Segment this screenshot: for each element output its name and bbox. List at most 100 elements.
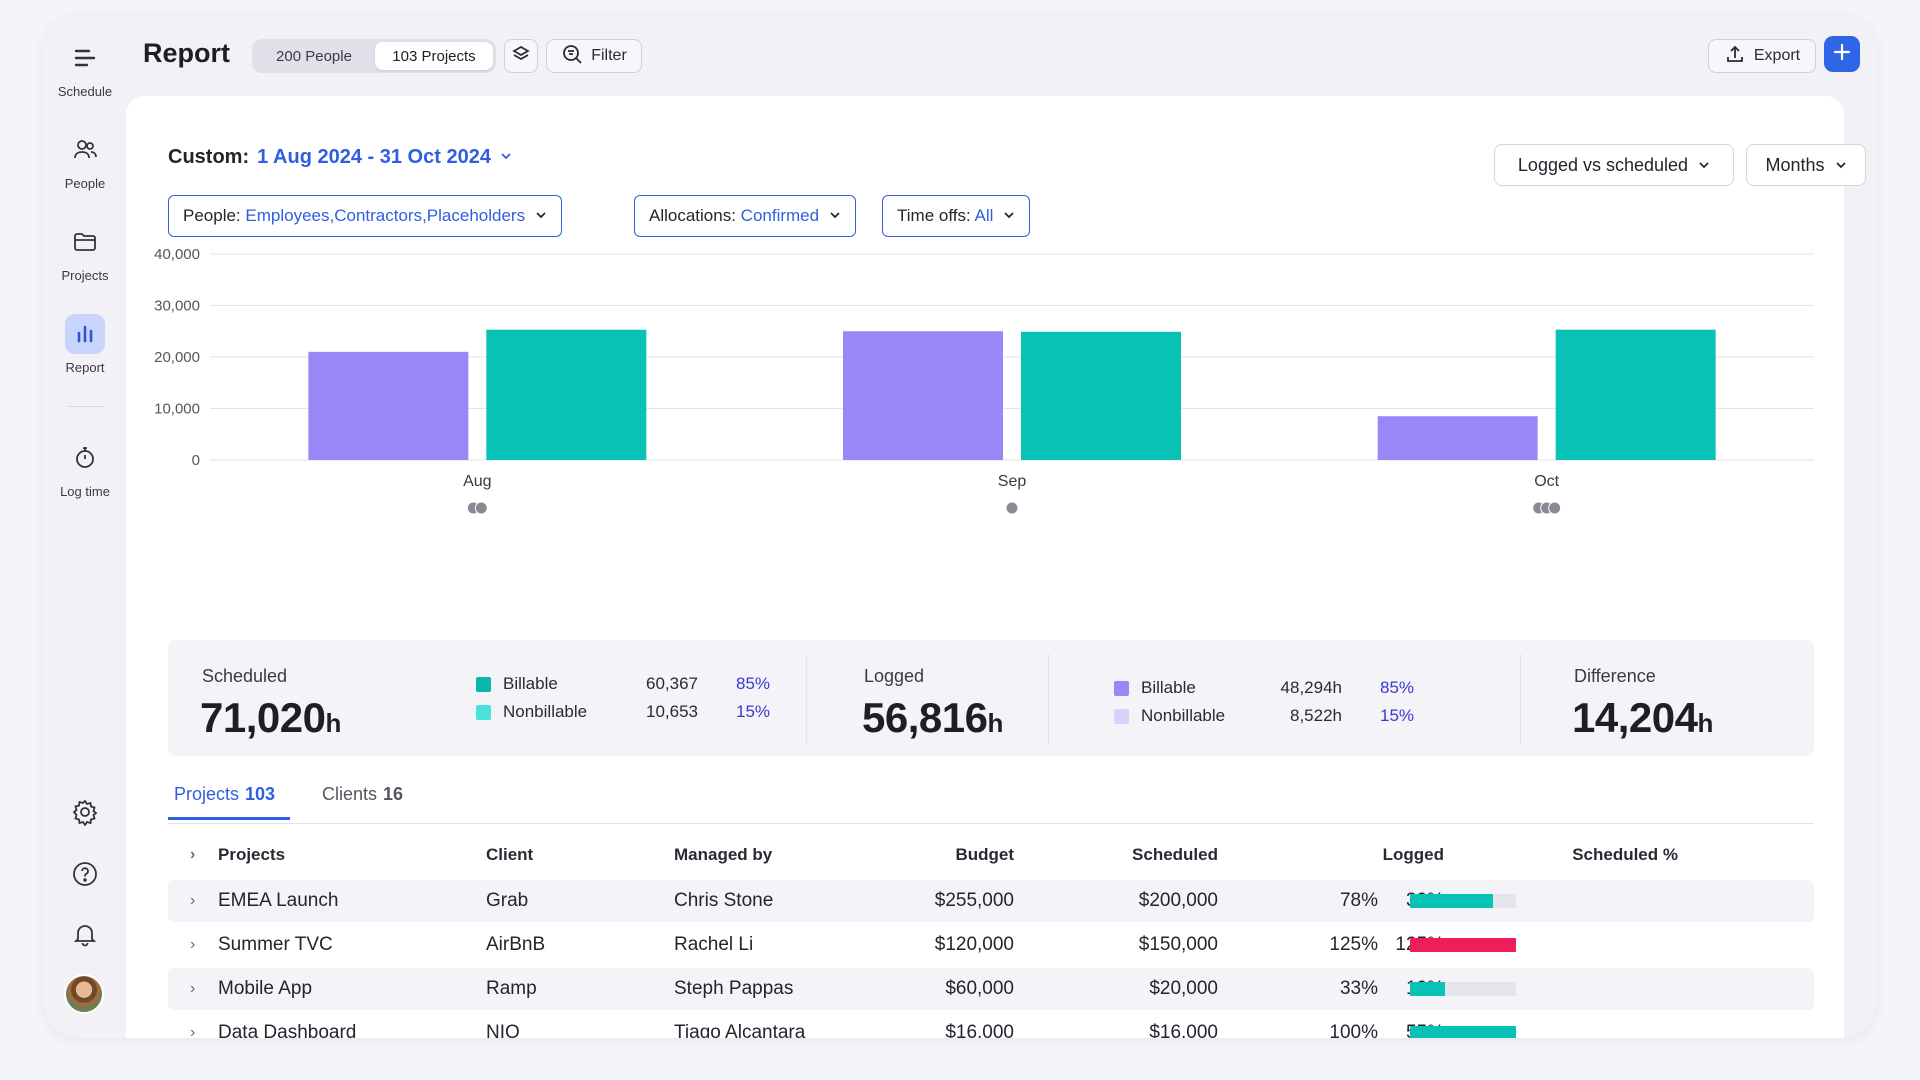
col-scheduled-pct[interactable]: Scheduled %	[1572, 845, 1678, 864]
export-button[interactable]: Export	[1708, 39, 1816, 73]
legend-label: Billable	[503, 674, 558, 693]
view-select[interactable]: Logged vs scheduled	[1494, 144, 1734, 186]
billable-swatch	[1114, 680, 1129, 696]
period-select-label: Months	[1765, 154, 1825, 175]
report-panel: Custom: 1 Aug 2024 - 31 Oct 2024 Logged …	[126, 96, 1866, 1038]
project-name[interactable]: Summer TVC	[218, 934, 333, 955]
tab-count: 16	[383, 784, 404, 804]
nonbillable-swatch	[1114, 708, 1129, 724]
filter-label: Filter	[591, 47, 627, 64]
col-managed-by[interactable]: Managed by	[674, 845, 773, 864]
chevron-right-icon[interactable]: ›	[190, 892, 196, 909]
y-tick-label: 0	[192, 452, 200, 469]
sidebar-item-label: Projects	[61, 268, 109, 283]
toggle-people[interactable]: 200 People	[276, 47, 352, 65]
chevron-right-icon[interactable]: ›	[190, 936, 196, 953]
tab-projects[interactable]: Projects 103	[168, 784, 290, 820]
allocations-filter[interactable]: Allocations: Confirmed	[634, 195, 857, 237]
export-label: Export	[1753, 47, 1801, 64]
time-offs-filter[interactable]: Time offs: All	[882, 195, 1031, 237]
manager-name: Tiago Alcantara	[674, 1022, 806, 1038]
y-tick-label: 20,000	[154, 349, 200, 366]
client-name: Grab	[486, 890, 529, 911]
budget-value: $255,000	[934, 890, 1014, 911]
table-row[interactable]: › EMEA Launch Grab Chris Stone $255,000 $200,…	[168, 880, 1814, 922]
folder-icon	[65, 222, 105, 262]
scheduled-progress-bar	[1410, 1026, 1516, 1038]
upload-icon	[1724, 43, 1746, 70]
project-name[interactable]: EMEA Launch	[218, 890, 339, 911]
filter-search-icon	[561, 43, 583, 70]
col-budget[interactable]: Budget	[955, 845, 1014, 864]
people-filter[interactable]: People: Employees,Contractors,Placeholde…	[168, 195, 563, 237]
client-name: NIO	[486, 1022, 520, 1038]
scheduled-unit: h	[325, 708, 341, 738]
tab-label: Clients	[322, 784, 378, 804]
legend-label: Nonbillable	[1141, 706, 1226, 725]
scheduled-value: $150,000	[1138, 934, 1218, 955]
period-select[interactable]: Months	[1746, 144, 1866, 186]
avatar[interactable]	[64, 974, 104, 1014]
chart-bar	[1555, 329, 1716, 460]
logged-billable-value: 48,294h	[1280, 678, 1342, 697]
chevron-right-icon[interactable]: ›	[190, 1024, 196, 1038]
chevron-down-icon	[1835, 155, 1847, 176]
difference-unit: h	[1697, 708, 1713, 738]
summary-divider	[1048, 654, 1049, 744]
col-projects[interactable]: Projects	[218, 845, 286, 864]
table-row[interactable]: › Data Dashboard NIO Tiago Alcantara $16,000…	[168, 1012, 1814, 1038]
chevron-right-icon[interactable]: ›	[190, 980, 196, 997]
logged-nonbillable-legend: Nonbillable	[1114, 706, 1225, 726]
annotation-marker	[1548, 501, 1562, 515]
logged-nonbillable-pct: 15%	[1380, 706, 1415, 725]
table-row[interactable]: › Mobile App Ramp Steph Pappas $60,000 $20,00…	[168, 968, 1814, 1010]
col-scheduled[interactable]: Scheduled	[1132, 845, 1218, 864]
filter-key: People:	[183, 206, 241, 225]
filter-key: Allocations:	[649, 206, 736, 225]
y-tick-label: 10,000	[154, 401, 200, 418]
summary-divider	[1520, 654, 1521, 744]
date-range-picker[interactable]: Custom: 1 Aug 2024 - 31 Oct 2024	[168, 146, 513, 169]
toggle-projects[interactable]: 103 Projects	[375, 42, 493, 70]
progress-fill	[1410, 982, 1445, 996]
tab-clients[interactable]: Clients 16	[316, 784, 409, 817]
col-client[interactable]: Client	[486, 845, 534, 864]
tab-count: 103	[245, 784, 276, 804]
legend-label: Nonbillable	[503, 702, 588, 721]
tab-label: Projects	[174, 784, 240, 804]
col-logged[interactable]: Logged	[1382, 845, 1444, 864]
bell-icon[interactable]	[65, 914, 105, 954]
filter-button[interactable]: Filter	[546, 39, 642, 73]
chart-bar	[1377, 416, 1538, 460]
logged-billable-pct: 85%	[1380, 678, 1415, 697]
app-window: Schedule People Projects Report Log tim	[44, 16, 1876, 1038]
filter-value: Confirmed	[740, 206, 820, 225]
logged-total: 56,816h	[862, 694, 1003, 742]
sidebar-item-report[interactable]: Report	[44, 314, 126, 375]
view-select-label: Logged vs scheduled	[1517, 154, 1689, 175]
chevron-down-icon	[1003, 206, 1015, 226]
logged-vs-scheduled-chart: 40,000 30,000 20,000 10,000 0 Aug Sep Oct	[154, 246, 1814, 515]
settings-icon[interactable]	[65, 792, 105, 832]
table-tabs: Projects 103 Clients 16	[168, 784, 1814, 824]
client-name: AirBnB	[486, 934, 546, 955]
sidebar-item-label: Report	[65, 360, 105, 375]
help-icon[interactable]	[65, 854, 105, 894]
y-tick-label: 40,000	[154, 246, 200, 263]
sidebar-item-schedule[interactable]: Schedule	[44, 38, 126, 99]
legend-label: Billable	[1141, 678, 1196, 697]
scheduled-value: $20,000	[1149, 978, 1218, 999]
progress-fill	[1410, 1026, 1516, 1038]
table-row[interactable]: › Summer TVC AirBnB Rachel Li $120,000 $150,0…	[168, 924, 1814, 966]
chevron-right-icon[interactable]: ›	[190, 846, 196, 863]
add-button[interactable]	[1824, 36, 1860, 72]
filter-value: All	[974, 206, 994, 225]
project-name[interactable]: Data Dashboard	[218, 1022, 357, 1038]
sidebar-item-people[interactable]: People	[44, 130, 126, 191]
project-name[interactable]: Mobile App	[218, 978, 313, 999]
y-tick-label: 30,000	[154, 298, 200, 315]
sidebar-item-projects[interactable]: Projects	[44, 222, 126, 283]
summary-strip: Scheduled 71,020h Billable Nonbillable 6…	[168, 640, 1814, 756]
layers-button[interactable]	[504, 39, 538, 73]
sidebar-item-log-time[interactable]: Log time	[44, 438, 126, 499]
